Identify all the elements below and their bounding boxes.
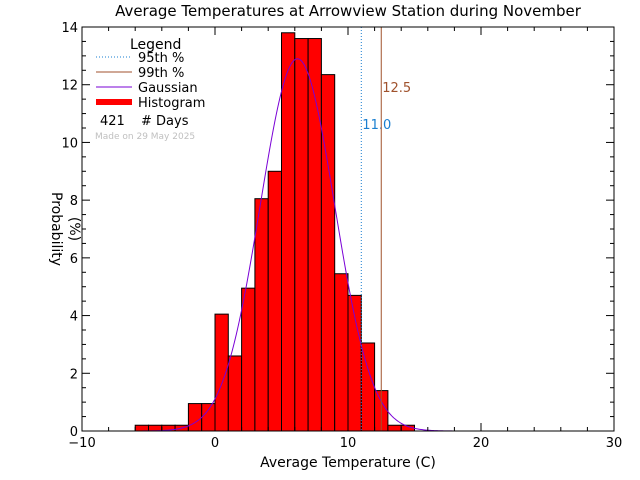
y-axis-ticks: 0 2 4 6 8 10 12 14 — [61, 21, 614, 440]
histogram-bar — [201, 403, 216, 432]
y-tick-label: 4 — [70, 310, 78, 325]
percentile-label: 11.0 — [362, 118, 391, 133]
histogram-bar — [267, 170, 283, 432]
legend-entry-label: 99th % — [138, 66, 184, 81]
x-axis-ticks: −10 0 10 20 30 — [68, 27, 622, 451]
y-tick-label: 2 — [70, 367, 78, 382]
histogram-bar — [227, 355, 243, 432]
histogram-bar — [187, 403, 203, 432]
y-axis-label-line2: (%) — [66, 217, 82, 241]
legend-count: 421 — [100, 114, 125, 129]
x-tick-label: −10 — [68, 436, 95, 451]
histogram-bar — [134, 424, 149, 432]
gaussian-curve — [135, 58, 455, 432]
x-tick-label: 0 — [211, 436, 219, 451]
percentile-lines: 11.0 12.5 — [360, 27, 411, 431]
histogram-bar — [241, 287, 256, 432]
histogram-bar — [281, 32, 296, 432]
y-tick-label: 10 — [61, 136, 78, 151]
legend-entry-label: 95th % — [138, 51, 184, 66]
histogram-bar — [294, 38, 309, 432]
histogram-bar — [320, 74, 336, 432]
y-tick-label: 14 — [61, 21, 78, 36]
y-tick-label: 8 — [70, 194, 78, 209]
y-tick-label: 0 — [70, 425, 78, 440]
y-axis-label-line1: Probability — [48, 192, 64, 266]
histogram-bar — [334, 273, 349, 432]
y-tick-label: 12 — [61, 79, 78, 94]
histogram-bar — [360, 342, 376, 432]
x-tick-label: 30 — [606, 436, 623, 451]
x-tick-label: 10 — [340, 436, 357, 451]
legend-entry-label: Histogram — [138, 96, 205, 111]
legend-title: Legend — [130, 37, 181, 53]
x-axis-label: Average Temperature (C) — [260, 455, 436, 471]
histogram-bar — [254, 198, 269, 432]
y-axis-label: Probability (%) — [48, 192, 82, 266]
histogram-bars — [134, 32, 416, 432]
x-tick-label: 20 — [473, 436, 490, 451]
histogram-bar — [387, 424, 402, 432]
legend-count-label: # Days — [141, 114, 189, 129]
percentile-label: 12.5 — [382, 81, 411, 96]
chart-title: Average Temperatures at Arrowview Statio… — [115, 2, 582, 20]
watermark: Made on 29 May 2025 — [95, 132, 195, 142]
legend-entry-label: Gaussian — [138, 81, 198, 96]
y-tick-label: 6 — [70, 252, 78, 267]
